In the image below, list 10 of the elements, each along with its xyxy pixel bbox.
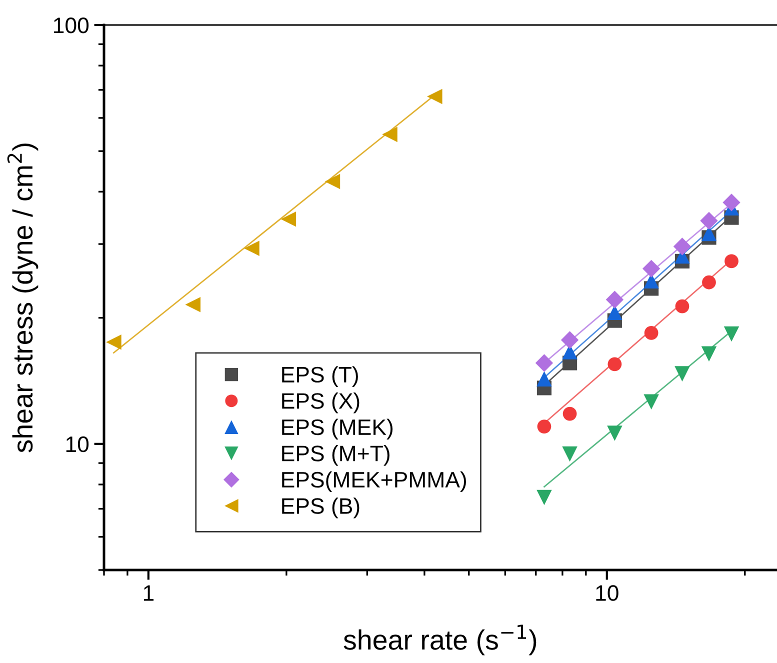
legend-label: EPS (T) [282,366,358,387]
legend-label: EPS (M+T) [282,445,390,466]
y-tick-label: 100 [54,18,89,34]
legend-label: EPS(MEK+PMMA) [282,471,466,492]
legend-label: EPS (MEK) [282,418,393,440]
x-axis-title: shear rate (s$^{−1}$) [344,624,536,656]
x-tick-label: 1 [144,585,154,601]
legend-label: EPS (B) [282,498,360,518]
y-axis-title: shear stress (dyne / cm$^{2}$) [7,144,38,452]
legend-label: EPS (X) [282,392,360,414]
